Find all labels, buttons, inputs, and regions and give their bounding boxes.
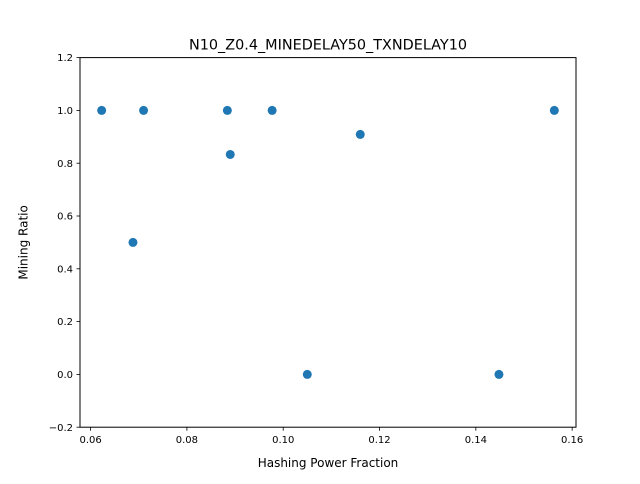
y-tick-label: 1.0 (57, 106, 73, 117)
data-point-7 (302, 369, 312, 379)
y-tick-label: 0.4 (57, 264, 73, 275)
x-tick-label: 0.16 (561, 435, 583, 446)
points-layer (97, 105, 559, 379)
data-point-6 (267, 105, 277, 115)
data-point-5 (225, 149, 235, 159)
data-point-8 (355, 129, 365, 139)
x-tick-label: 0.14 (465, 435, 487, 446)
y-axis-label: Mining Ratio (17, 205, 31, 279)
y-tick-label: 0.0 (57, 370, 73, 381)
x-tick-label: 0.12 (368, 435, 390, 446)
plot-frame (79, 57, 577, 428)
x-tick-label: 0.08 (176, 435, 198, 446)
y-tick-label: 0.6 (57, 212, 73, 223)
y-tick-label: 0.2 (57, 317, 73, 328)
data-point-10 (549, 105, 559, 115)
ticks-layer: 0.06 0.08 0.10 0.12 0.14 0.16 −0.2 0.0 0.2 0.4 0.6… (49, 53, 584, 446)
y-tick-label: 1.2 (57, 53, 73, 64)
y-tick-label: 0.8 (57, 159, 73, 170)
x-tick-label: 0.10 (272, 435, 294, 446)
x-axis-label: Hashing Power Fraction (258, 456, 399, 470)
x-tick-label: 0.06 (79, 435, 101, 446)
data-point-2 (128, 237, 138, 247)
data-point-9 (494, 369, 504, 379)
data-point-3 (139, 105, 149, 115)
y-tick-label: −0.2 (49, 423, 73, 434)
data-point-4 (222, 105, 232, 115)
data-point-1 (97, 105, 107, 115)
chart-title: N10_Z0.4_MINEDELAY50_TXNDELAY10 (189, 38, 467, 54)
